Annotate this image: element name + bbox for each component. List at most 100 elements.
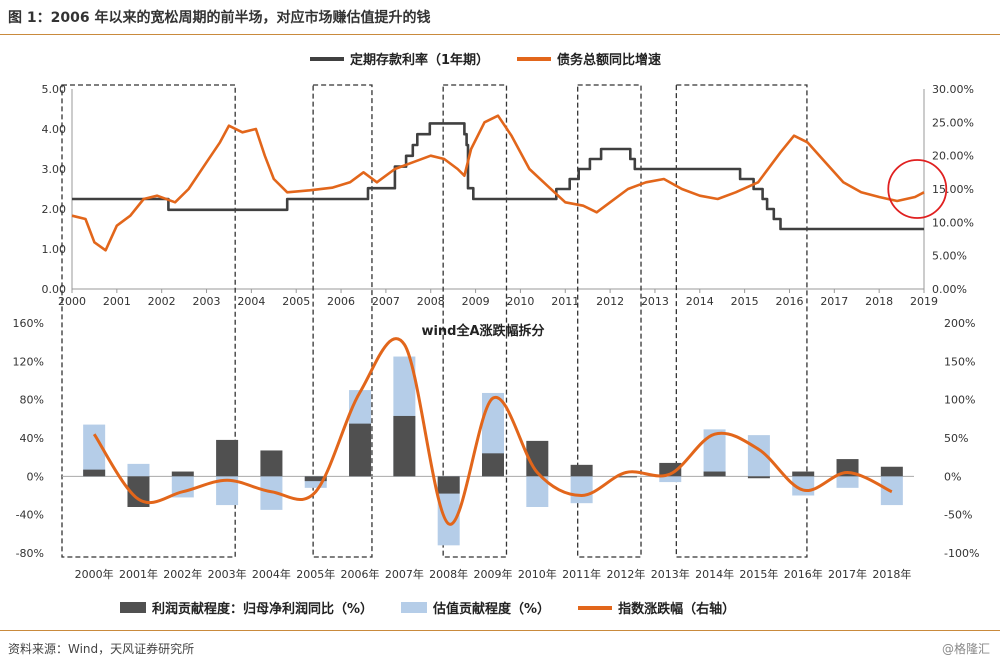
bottom-left-tick-label: 0%	[27, 470, 44, 483]
highlight-circle	[887, 159, 948, 219]
legend-item-debt-growth: 债务总额同比增速	[517, 49, 661, 68]
legend-label-deposit-rate: 定期存款利率（1年期）	[350, 53, 490, 68]
legend-item-deposit-rate: 定期存款利率（1年期）	[310, 49, 489, 68]
bottom-x-tick-label: 2018年	[872, 567, 911, 581]
profit-bar	[437, 476, 460, 494]
top-left-tick-label: 3.00	[42, 163, 67, 176]
bottom-x-tick-label: 2009年	[474, 567, 513, 581]
deposit-rate-line	[72, 122, 924, 231]
valuation-bar	[836, 476, 859, 488]
top-right-tick-label: 10.00%	[932, 216, 974, 229]
page-footer: 资料来源：Wind，天风证券研究所 @格隆汇	[0, 630, 1000, 665]
profit-bar	[83, 469, 106, 477]
valuation-bar	[304, 476, 327, 488]
top-x-tick-label: 2015	[731, 295, 759, 308]
legend-item-profit: 利润贡献程度：归母净利润同比（%）	[120, 598, 373, 617]
top-right-tick-label: 30.00%	[932, 83, 974, 96]
top-x-tick-label: 2005	[282, 295, 310, 308]
profit-bar	[304, 476, 327, 482]
top-right-tick-label: 20.00%	[932, 150, 974, 163]
valuation-bar	[216, 476, 239, 506]
top-x-tick-label: 2010	[506, 295, 534, 308]
watermark: @格隆汇	[941, 642, 990, 656]
valuation-bar	[526, 476, 549, 507]
bottom-x-tick-label: 2017年	[828, 567, 867, 581]
top-x-tick-label: 2009	[462, 295, 490, 308]
bottom-left-tick-label: -80%	[16, 547, 44, 560]
legend-label-profit: 利润贡献程度：归母净利润同比（%）	[152, 602, 374, 617]
bottom-right-tick-label: 200%	[944, 317, 975, 330]
top-right-tick-label: 25.00%	[932, 116, 974, 129]
bottom-x-tick-label: 2008年	[429, 567, 468, 581]
page-header: 图 1：2006 年以来的宽松周期的前半场，对应市场赚估值提升的钱	[0, 0, 1000, 35]
bottom-x-tick-label: 2007年	[385, 567, 424, 581]
bottom-right-tick-label: -50%	[944, 509, 972, 522]
profit-bar	[792, 471, 815, 477]
valuation-bar	[570, 476, 593, 504]
bottom-left-tick-label: 40%	[20, 432, 44, 445]
bottom-x-tick-label: 2012年	[606, 567, 645, 581]
profit-bar	[349, 423, 372, 477]
top-left-tick-label: 4.00	[42, 123, 67, 136]
top-x-tick-label: 2004	[237, 295, 265, 308]
bottom-right-tick-label: 150%	[944, 355, 975, 368]
top-x-tick-label: 2001	[103, 295, 131, 308]
bottom-x-tick-label: 2011年	[562, 567, 601, 581]
profit-bar	[171, 471, 194, 477]
top-x-tick-label: 2008	[417, 295, 445, 308]
profit-bar	[127, 476, 150, 507]
bottom-x-tick-label: 2000年	[75, 567, 114, 581]
bottom-right-tick-label: 0%	[944, 470, 961, 483]
bottom-x-tick-label: 2006年	[341, 567, 380, 581]
bottom-x-tick-label: 2005年	[296, 567, 335, 581]
bottom-x-tick-label: 2015年	[739, 567, 778, 581]
top-x-tick-label: 2011	[551, 295, 579, 308]
profit-bar	[260, 450, 283, 477]
top-x-tick-label: 2000	[58, 295, 86, 308]
easing-period-box	[577, 84, 642, 558]
top-x-tick-label: 2016	[775, 295, 803, 308]
easing-period-box	[61, 84, 236, 558]
bottom-x-tick-label: 2010年	[518, 567, 557, 581]
top-x-tick-label: 2017	[820, 295, 848, 308]
bottom-x-tick-label: 2001年	[119, 567, 158, 581]
easing-period-box	[675, 84, 808, 558]
legend-swatch-index	[578, 605, 613, 610]
legend-item-valuation: 估值贡献程度（%）	[401, 598, 550, 617]
bottom-x-tick-label: 2002年	[163, 567, 202, 581]
legend-label-debt-growth: 债务总额同比增速	[557, 53, 662, 68]
top-right-tick-label: 5.00%	[932, 250, 967, 263]
bottom-left-tick-label: 160%	[13, 317, 44, 330]
legend-label-index: 指数涨跌幅（右轴）	[618, 602, 736, 617]
page-title: 图 1：2006 年以来的宽松周期的前半场，对应市场赚估值提升的钱	[8, 10, 431, 26]
bottom-right-tick-label: -100%	[944, 547, 979, 560]
valuation-bar	[127, 463, 150, 477]
top-left-tick-label: 2.00	[42, 203, 67, 216]
profit-bar	[659, 462, 682, 477]
profit-bar	[216, 439, 239, 477]
legend-swatch-deposit-rate	[310, 56, 344, 61]
bottom-legend: 利润贡献程度：归母净利润同比（%） 估值贡献程度（%） 指数涨跌幅（右轴）	[120, 598, 763, 617]
top-x-tick-label: 2007	[372, 295, 400, 308]
bottom-chart-title: wind全A涨跌幅拆分	[421, 323, 544, 339]
legend-swatch-valuation	[401, 602, 428, 613]
bottom-x-tick-label: 2013年	[651, 567, 690, 581]
profit-bar	[526, 440, 549, 477]
top-x-tick-label: 2002	[148, 295, 176, 308]
top-x-tick-label: 2012	[596, 295, 624, 308]
legend-swatch-profit	[120, 602, 146, 613]
bottom-x-tick-label: 2003年	[208, 567, 247, 581]
profit-bar	[703, 471, 726, 477]
profit-bar	[614, 476, 637, 478]
bottom-right-tick-label: 50%	[944, 432, 968, 445]
bottom-x-tick-label: 2016年	[784, 567, 823, 581]
legend-label-valuation: 估值贡献程度（%）	[433, 602, 551, 617]
profit-bar	[482, 453, 504, 477]
bottom-x-tick-label: 2014年	[695, 567, 734, 581]
debt-growth-line	[71, 114, 925, 252]
top-left-tick-label: 0.00	[42, 283, 67, 296]
profit-bar	[393, 415, 416, 477]
top-left-tick-label: 5.00	[42, 83, 67, 96]
index-change-line	[92, 337, 893, 526]
